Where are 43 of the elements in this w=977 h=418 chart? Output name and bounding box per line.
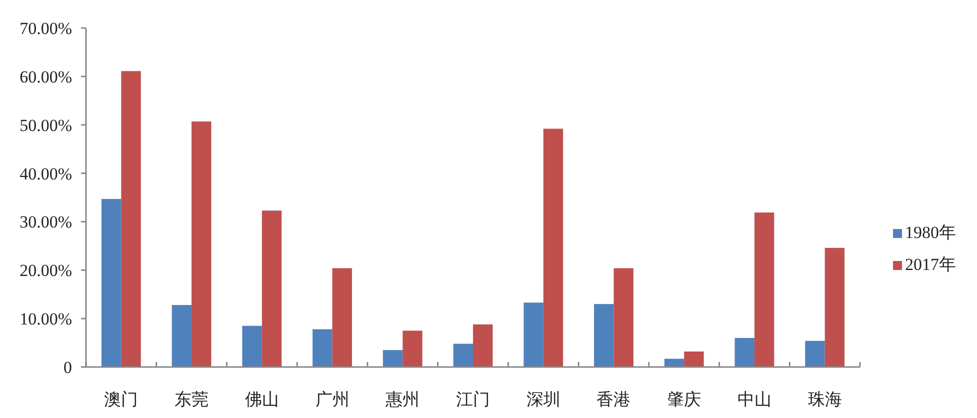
y-tick-label: 20.00% [20, 261, 72, 280]
bar [754, 212, 774, 367]
bar [382, 350, 403, 367]
y-tick-label: 50.00% [20, 116, 72, 135]
x-tick-label: 肇庆 [667, 390, 702, 409]
x-tick-label: 珠海 [808, 390, 842, 409]
bar [805, 340, 825, 367]
bar [312, 329, 332, 367]
y-tick-label: 70.00% [20, 19, 72, 38]
bar [101, 198, 122, 367]
x-tick-label: 佛山 [244, 390, 279, 409]
x-tick-label: 惠州 [384, 390, 420, 409]
bar [524, 302, 544, 367]
bar [824, 248, 845, 367]
bar [121, 71, 141, 367]
x-tick-label: 深圳 [526, 390, 560, 409]
bar [594, 304, 614, 367]
x-tick-label: 东莞 [174, 390, 209, 409]
y-tick-label: 40.00% [20, 164, 72, 184]
bar [734, 338, 754, 367]
bar [614, 268, 634, 367]
y-tick-label: 60.00% [20, 67, 72, 86]
bar [242, 326, 262, 367]
x-tick-label: 中山 [737, 390, 772, 409]
bar [664, 358, 684, 367]
x-tick-label: 澳门 [104, 390, 138, 409]
x-tick-label: 广州 [315, 390, 350, 409]
y-tick-label: 10.00% [20, 310, 72, 329]
bar [402, 330, 422, 367]
x-tick-label: 香港 [596, 390, 631, 409]
bar [543, 128, 564, 367]
y-tick-label: 30.00% [20, 212, 72, 232]
legend-label: 2017年 [905, 255, 956, 274]
bar [453, 344, 473, 367]
x-tick-label: 江门 [456, 390, 490, 409]
bar [473, 324, 493, 367]
bar [332, 268, 352, 367]
y-tick-label: 0 [64, 358, 72, 377]
bar [172, 305, 192, 367]
bar [192, 121, 212, 367]
bar [684, 352, 704, 367]
bar [262, 210, 282, 367]
legend-label: 1980年 [905, 223, 956, 242]
